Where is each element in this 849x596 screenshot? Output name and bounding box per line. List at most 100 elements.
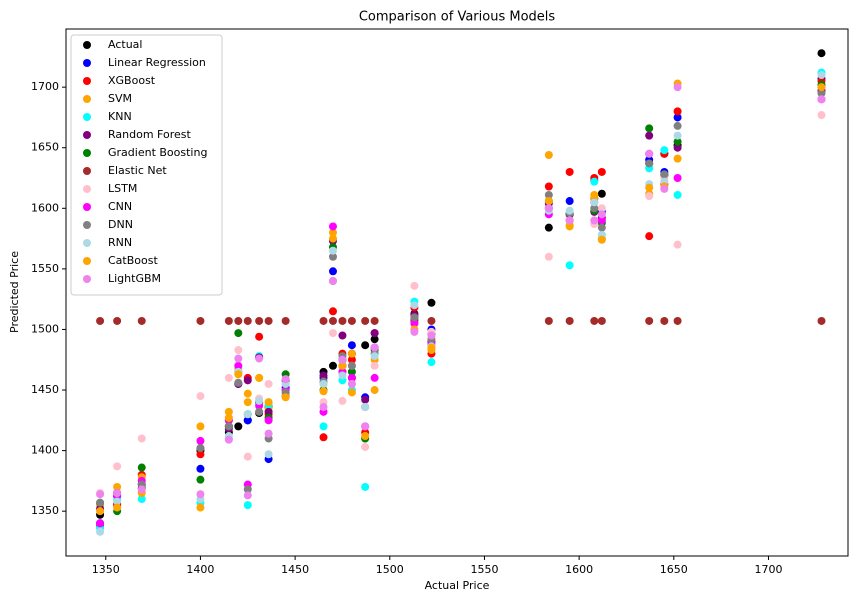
point (590, 177, 599, 186)
point (328, 276, 337, 285)
point (544, 252, 553, 261)
point (224, 435, 233, 444)
point (645, 159, 654, 168)
point (565, 167, 574, 176)
point (565, 261, 574, 270)
point (361, 422, 370, 431)
point (673, 190, 682, 199)
y-tick-label: 1600 (31, 201, 59, 214)
point (544, 182, 553, 191)
point (347, 379, 356, 388)
point (370, 373, 379, 382)
point (347, 361, 356, 370)
point (224, 373, 233, 382)
point (234, 361, 243, 370)
point (224, 407, 233, 416)
point (817, 83, 826, 92)
point (544, 316, 553, 325)
point (370, 386, 379, 395)
point (113, 503, 122, 512)
point (137, 434, 146, 443)
point (328, 316, 337, 325)
point (590, 204, 599, 213)
point (427, 331, 436, 340)
point (361, 316, 370, 325)
point (597, 316, 606, 325)
point (319, 402, 328, 411)
y-tick-label: 1650 (31, 141, 59, 154)
point (234, 316, 243, 325)
legend-marker (83, 95, 91, 103)
point (137, 463, 146, 472)
point (137, 495, 146, 504)
point (196, 436, 205, 445)
point (427, 298, 436, 307)
point (660, 184, 669, 193)
point (255, 316, 264, 325)
point (234, 346, 243, 355)
legend-label: KNN (108, 110, 132, 123)
point (370, 361, 379, 370)
y-tick-label: 1350 (31, 504, 59, 517)
y-tick-label: 1450 (31, 383, 59, 396)
point (281, 316, 290, 325)
point (196, 444, 205, 453)
point (597, 210, 606, 219)
point (427, 316, 436, 325)
point (264, 316, 273, 325)
point (565, 197, 574, 206)
point (338, 331, 347, 340)
point (96, 527, 105, 536)
legend-label: LightGBM (108, 272, 161, 285)
point (673, 240, 682, 249)
point (255, 407, 264, 416)
point (565, 206, 574, 215)
point (255, 332, 264, 341)
point (361, 482, 370, 491)
point (319, 379, 328, 388)
point (673, 143, 682, 152)
y-axis-label: Predicted Price (8, 251, 21, 333)
point (817, 49, 826, 58)
point (255, 354, 264, 363)
y-tick-label: 1550 (31, 262, 59, 275)
y-tick-label: 1500 (31, 322, 59, 335)
point (361, 341, 370, 350)
point (319, 371, 328, 380)
point (544, 204, 553, 213)
legend-marker (83, 185, 91, 193)
point (673, 121, 682, 130)
point (544, 223, 553, 232)
point (328, 361, 337, 370)
point (338, 316, 347, 325)
point (196, 464, 205, 473)
point (347, 341, 356, 350)
point (328, 228, 337, 237)
x-tick-label: 1500 (376, 563, 404, 576)
point (196, 490, 205, 499)
point (243, 398, 252, 407)
point (243, 485, 252, 494)
point (243, 316, 252, 325)
point (234, 422, 243, 431)
point (597, 167, 606, 176)
point (264, 398, 273, 407)
point (361, 442, 370, 451)
point (410, 281, 419, 290)
point (673, 83, 682, 92)
point (137, 316, 146, 325)
point (645, 232, 654, 241)
point (370, 329, 379, 338)
point (590, 216, 599, 225)
point (96, 498, 105, 507)
point (645, 124, 654, 133)
point (224, 413, 233, 422)
point (565, 216, 574, 225)
point (234, 329, 243, 338)
legend-marker (83, 221, 91, 229)
point (243, 410, 252, 419)
plot-frame (65, 28, 849, 557)
point (224, 422, 233, 431)
point (673, 316, 682, 325)
